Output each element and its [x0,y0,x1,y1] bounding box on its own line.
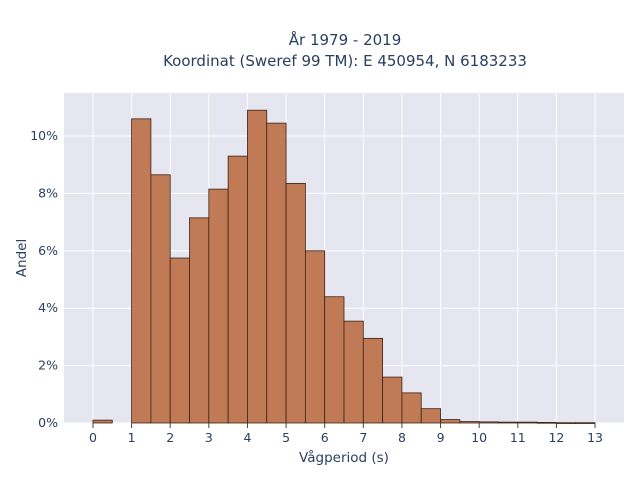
histogram-bar [304,250,326,424]
y-axis-ticks: 0% 2% 4% 6% 8% 10% [30,128,58,430]
histogram-bar [382,376,403,424]
x-tick-label: 3 [205,430,213,445]
x-tick-label: 0 [89,430,97,445]
histogram-bar [575,422,596,424]
x-tick-label: 10 [471,430,487,445]
histogram-bar [285,182,306,424]
histogram-bar [517,421,538,424]
chart-title-line-2: Koordinat (Sweref 99 TM): E 450954, N 61… [163,52,527,70]
histogram-bar [189,217,210,424]
histogram-bar [459,421,480,424]
y-tick-label: 8% [38,185,58,200]
x-tick-label: 4 [243,430,251,445]
histogram-bar [556,422,577,424]
histogram-bar [420,408,441,424]
x-tick-label: 5 [282,430,290,445]
histogram-bar [169,257,190,424]
x-tick-label: 2 [166,430,174,445]
histogram-bar [131,118,152,424]
x-tick-label: 6 [321,430,329,445]
histogram-bar [401,392,422,424]
y-tick-label: 4% [38,300,58,315]
histogram-bar [208,188,229,424]
histogram-bar [150,174,171,424]
y-axis-title: Andel [14,239,30,277]
x-tick-label: 8 [398,430,406,445]
x-tick-label: 11 [510,430,526,445]
x-tick-label: 13 [587,430,603,445]
histogram-bar [536,422,557,424]
x-tick-label: 9 [437,430,445,445]
histogram-bar [227,155,248,424]
chart-title-line-1: År 1979 - 2019 [289,30,402,49]
histogram-bar [440,419,461,424]
x-tick-label: 12 [548,430,564,445]
histogram-bar [324,296,345,424]
y-tick-label: 0% [38,415,58,430]
histogram-bar [266,122,287,424]
histogram-bar [92,419,113,424]
y-tick-label: 2% [38,358,58,373]
x-axis-ticks: 0 1 2 3 4 5 6 7 8 9 10 11 12 13 [89,423,603,445]
y-tick-label: 6% [38,243,58,258]
x-axis-title: Vågperiod (s) [299,449,389,466]
x-tick-label: 7 [359,430,367,445]
y-tick-label: 10% [30,128,58,143]
histogram-bar [247,109,268,424]
x-tick-label: 1 [128,430,136,445]
bars [92,109,596,424]
histogram-bar [478,421,499,424]
histogram-bar [498,421,519,424]
histogram-bar [362,337,384,424]
histogram-bar [343,320,364,424]
